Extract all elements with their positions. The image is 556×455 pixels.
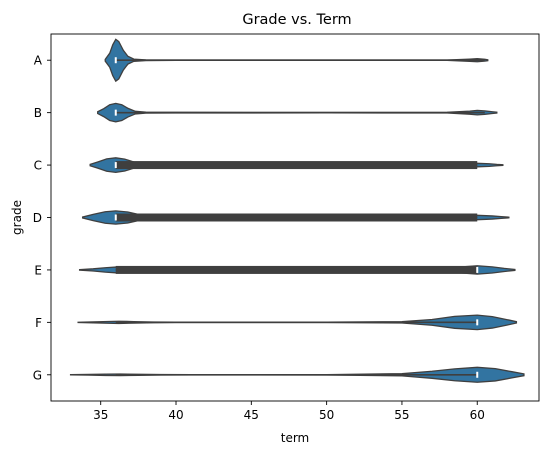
- x-tick-label: 55: [394, 408, 409, 422]
- x-axis: 35 40 45 50 55 60: [93, 401, 485, 422]
- y-tick-label-B: B: [34, 106, 42, 120]
- y-tick-label-G: G: [33, 368, 42, 382]
- iqr-box-D: [115, 213, 478, 222]
- chart-title: Grade vs. Term: [242, 12, 351, 28]
- y-tick-label-E: E: [34, 263, 42, 277]
- y-tick-label-A: A: [34, 54, 43, 68]
- plot-frame: [50, 33, 540, 402]
- x-tick-label: 60: [470, 408, 485, 422]
- iqr-box-C: [115, 161, 478, 170]
- x-tick-label: 50: [319, 408, 334, 422]
- violins: [69, 38, 525, 383]
- y-tick-label-D: D: [33, 211, 42, 225]
- y-axis-label: grade: [10, 200, 24, 235]
- x-tick-label: 40: [168, 408, 183, 422]
- x-tick-label: 45: [244, 408, 259, 422]
- x-tick-label: 35: [93, 408, 108, 422]
- iqr-box-E: [115, 265, 478, 274]
- y-tick-label-C: C: [34, 159, 42, 173]
- x-axis-label: term: [281, 431, 310, 445]
- y-axis: A B C D E F G: [33, 54, 51, 382]
- y-tick-label-F: F: [35, 316, 42, 330]
